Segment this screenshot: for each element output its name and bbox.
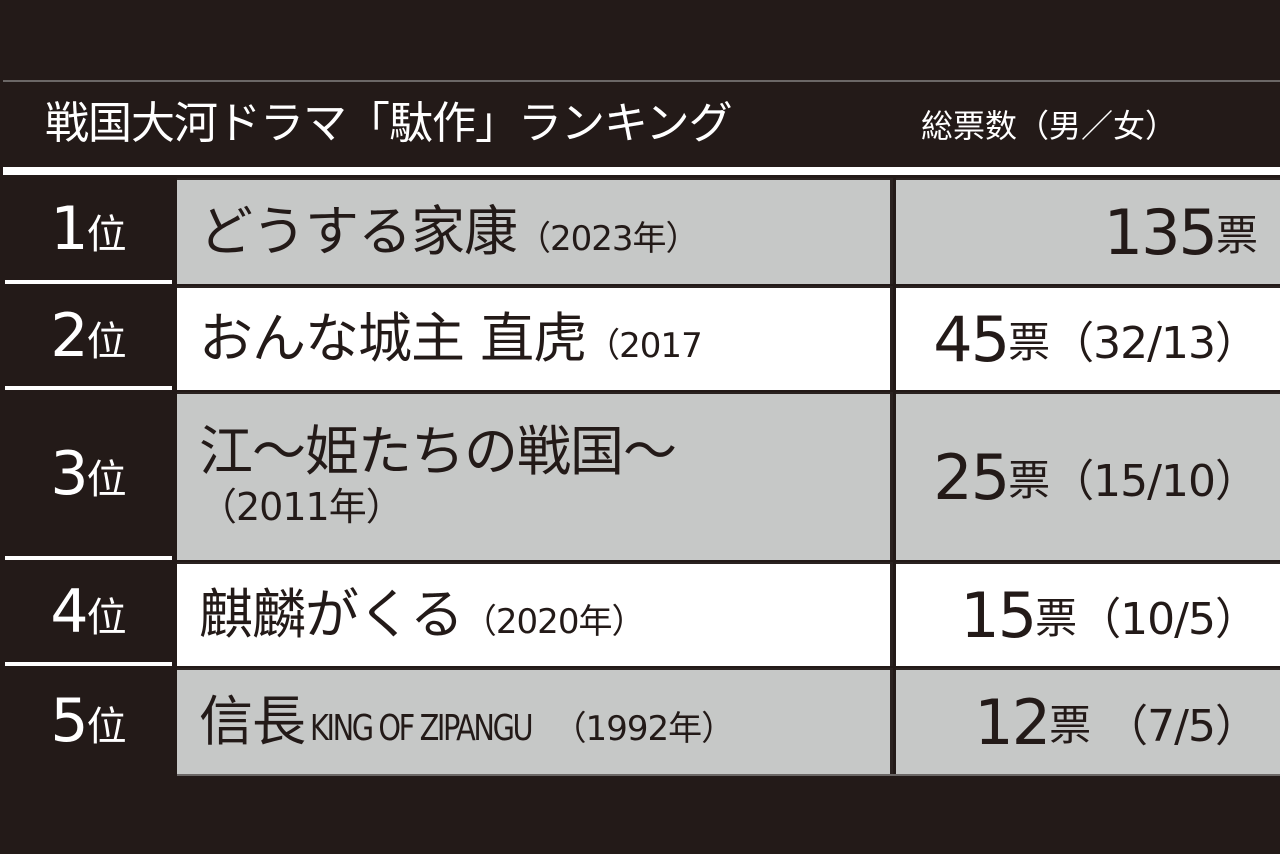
drama-title-cell: 江～姫たちの戦国～ （2011年） — [177, 392, 893, 560]
rank-cell: 2 位 — [5, 286, 172, 390]
drama-title-cell: おんな城主 直虎（2017 — [177, 286, 893, 390]
drama-title-cell: 麒麟がくる（2020年） — [177, 562, 893, 666]
rank-number: 3 — [50, 439, 88, 509]
header-divider — [3, 167, 1280, 175]
drama-title: 信長 — [199, 689, 306, 753]
rank-suffix: 位 — [86, 457, 127, 503]
drama-title: 江～姫たちの戦国～ — [199, 419, 677, 483]
table-row-rank-1: 1 位 どうする家康（2023年） 135 票 — [3, 178, 1280, 284]
drama-title-cell: どうする家康（2023年） — [177, 178, 893, 284]
drama-year: （2011年） — [199, 484, 404, 529]
rank-suffix: 位 — [86, 595, 127, 641]
votes-cell: 12 票 （7/5） — [896, 668, 1280, 774]
votes-unit: 票 — [1049, 700, 1092, 750]
table-header: 戦国大河ドラマ「駄作」ランキング 総票数（男／女） — [3, 88, 1280, 164]
rank-suffix: 位 — [86, 212, 127, 258]
votes-unit: 票 — [1008, 455, 1051, 505]
table-row-rank-2: 2 位 おんな城主 直虎（2017 45 票 （32/13） — [3, 286, 1280, 390]
table-row-rank-3: 3 位 江～姫たちの戦国～ （2011年） 25 票 （15/10） — [3, 392, 1280, 560]
rank-number: 2 — [50, 301, 88, 371]
rank-cell: 5 位 — [5, 668, 172, 774]
votes-total: 12 — [974, 685, 1051, 759]
votes-unit: 票 — [1035, 593, 1078, 643]
rank-number: 4 — [50, 577, 88, 647]
rank-number: 1 — [50, 194, 88, 264]
votes-total: 15 — [960, 578, 1037, 652]
table-row-rank-5: 5 位 信長 KING OF ZIPANGU （1992年） 12 票 （7/5） — [3, 668, 1280, 774]
votes-unit: 票 — [1215, 210, 1258, 260]
votes-total: 25 — [933, 440, 1010, 514]
rank-suffix: 位 — [86, 319, 127, 365]
table-bottom-border — [177, 774, 1280, 776]
drama-title: どうする家康 — [199, 199, 518, 263]
votes-cell: 15 票 （10/5） — [896, 562, 1280, 666]
votes-total: 135 — [1103, 195, 1218, 269]
rank-cell: 3 位 — [5, 392, 172, 560]
votes-breakdown: （32/13） — [1050, 318, 1259, 369]
drama-title-english: KING OF ZIPANGU — [310, 707, 534, 749]
drama-year: （1992年） — [552, 708, 736, 749]
drama-year: （2017 — [586, 325, 703, 366]
votes-cell: 45 票 （32/13） — [896, 286, 1280, 390]
drama-title: おんな城主 直虎 — [199, 306, 587, 370]
votes-unit: 票 — [1008, 317, 1051, 367]
rank-number: 5 — [50, 686, 88, 756]
rank-cell: 1 位 — [5, 178, 172, 284]
votes-cell: 135 票 — [896, 178, 1280, 284]
votes-breakdown: （10/5） — [1077, 594, 1259, 645]
votes-total: 45 — [933, 302, 1010, 376]
table-title: 戦国大河ドラマ「駄作」ランキング — [45, 98, 733, 149]
drama-title-cell: 信長 KING OF ZIPANGU （1992年） — [177, 668, 893, 774]
rank-cell: 4 位 — [5, 562, 172, 666]
drama-year: （2020年） — [462, 601, 646, 642]
table-row-rank-4: 4 位 麒麟がくる（2020年） 15 票 （10/5） — [3, 562, 1280, 666]
rank-suffix: 位 — [86, 704, 127, 750]
votes-cell: 25 票 （15/10） — [896, 392, 1280, 560]
votes-breakdown: （15/10） — [1050, 456, 1259, 507]
drama-title: 麒麟がくる — [199, 582, 464, 646]
ranking-table: 戦国大河ドラマ「駄作」ランキング 総票数（男／女） 1 位 どうする家康（202… — [3, 80, 1280, 776]
votes-breakdown: （7/5） — [1091, 701, 1259, 752]
votes-column-header: 総票数（男／女） — [921, 107, 1178, 145]
drama-year: （2023年） — [517, 218, 700, 259]
